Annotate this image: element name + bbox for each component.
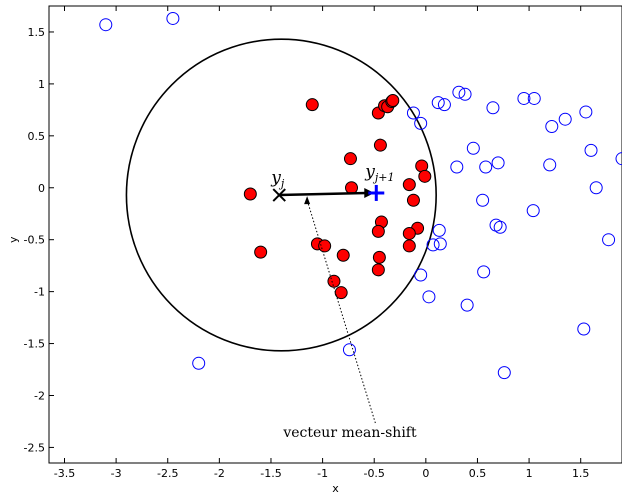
- inside-point-26: [418, 169, 432, 183]
- outside-point-5: [414, 116, 428, 130]
- outside-point-19: [477, 265, 491, 279]
- y-axis-label: y: [7, 236, 20, 243]
- circle-layer: [125, 38, 437, 352]
- outside-point-3: [342, 343, 356, 357]
- inside-point-4: [318, 239, 332, 253]
- outside-point-4: [406, 106, 420, 120]
- x-tick-label-3: -2: [214, 467, 225, 480]
- x-axis-label: x: [332, 482, 339, 494]
- y-tick-label-2: 0.5: [28, 130, 46, 143]
- x-tick-label-4: -1.5: [260, 467, 281, 480]
- outside-point-0: [99, 18, 113, 32]
- inside-point-21: [406, 193, 420, 207]
- outside-point-32: [579, 105, 593, 119]
- x-tick-label-7: 0: [422, 467, 429, 480]
- x-tick-label-6: -0.5: [363, 467, 384, 480]
- x-tick-label-0: -3.5: [54, 467, 75, 480]
- outside-point-37: [615, 152, 622, 166]
- inside-points: [243, 94, 432, 300]
- inside-point-20: [402, 178, 416, 192]
- y-tick-label-7: -2: [34, 389, 45, 402]
- window-circle: [125, 38, 437, 352]
- outside-point-21: [491, 156, 505, 170]
- outside-point-26: [517, 91, 531, 105]
- x-tick-label-8: 0.5: [469, 467, 487, 480]
- inside-point-15: [386, 94, 400, 108]
- annotation-pointer-head: [304, 196, 311, 205]
- inside-point-2: [305, 98, 319, 112]
- outside-point-14: [426, 238, 440, 252]
- outside-point-34: [589, 181, 603, 195]
- inside-point-18: [372, 250, 386, 264]
- x-tick-label-10: 1.5: [572, 467, 590, 480]
- annotation-text: vecteur mean-shift: [282, 425, 417, 441]
- x-tick-label-1: -3: [111, 467, 122, 480]
- outside-point-15: [433, 237, 447, 251]
- outside-point-17: [422, 290, 436, 304]
- inside-point-0: [243, 187, 257, 201]
- outside-point-27: [527, 91, 541, 105]
- y-tick-label-6: -1.5: [24, 338, 45, 351]
- inside-point-7: [336, 248, 350, 262]
- outside-point-1: [166, 11, 180, 25]
- outside-point-36: [577, 322, 591, 336]
- inside-point-5: [327, 274, 341, 288]
- outside-point-18: [476, 193, 490, 207]
- inside-point-11: [373, 138, 387, 152]
- ticks-layer: -3.5 -3 -2.5 -2 -1.5 -1 -0.5 0 0.5 1 1.5 1.5 1 0.5 0 -0…: [24, 6, 590, 480]
- x-tick-label-5: -1: [317, 467, 328, 480]
- outside-point-35: [602, 233, 616, 247]
- inside-point-24: [402, 239, 416, 253]
- y-tick-label-5: -1: [34, 286, 45, 299]
- outside-point-13: [432, 223, 446, 237]
- inside-point-8: [343, 152, 357, 166]
- inside-point-1: [254, 245, 268, 259]
- outside-point-7: [437, 98, 451, 112]
- inside-point-6: [334, 286, 348, 300]
- outside-point-31: [558, 112, 572, 126]
- inside-point-17: [371, 224, 385, 238]
- y-j-cross-b: [272, 188, 286, 202]
- plot-area: [48, 5, 622, 464]
- outside-point-10: [466, 141, 480, 155]
- outside-point-25: [497, 366, 511, 380]
- inside-point-19: [371, 263, 385, 277]
- outside-point-29: [545, 119, 559, 133]
- y-tick-label-8: -2.5: [24, 441, 45, 454]
- y-tick-label-3: 0: [38, 182, 45, 195]
- outside-points: [99, 11, 622, 380]
- y-tick-label-0: 1.5: [28, 26, 46, 39]
- annotation-pointer: [306, 199, 376, 424]
- outside-point-9: [458, 87, 472, 101]
- inside-point-23: [402, 226, 416, 240]
- outside-point-28: [526, 204, 540, 218]
- mean-shift-arrow-shaft: [279, 191, 367, 197]
- outside-point-8: [452, 85, 466, 99]
- outside-point-2: [192, 356, 206, 370]
- outside-point-33: [584, 143, 598, 157]
- x-tick-label-9: 1: [526, 467, 533, 480]
- outside-point-11: [479, 160, 493, 174]
- outside-point-16: [414, 268, 428, 282]
- outside-point-22: [460, 298, 474, 312]
- outside-point-12: [450, 160, 464, 174]
- y-tick-label-4: -0.5: [24, 234, 45, 247]
- outside-point-30: [543, 158, 557, 172]
- outside-point-6: [431, 96, 445, 110]
- x-tick-label-2: -2.5: [157, 467, 178, 480]
- outside-point-24: [493, 220, 507, 234]
- y-tick-label-1: 1: [38, 78, 45, 91]
- outside-point-20: [486, 101, 500, 115]
